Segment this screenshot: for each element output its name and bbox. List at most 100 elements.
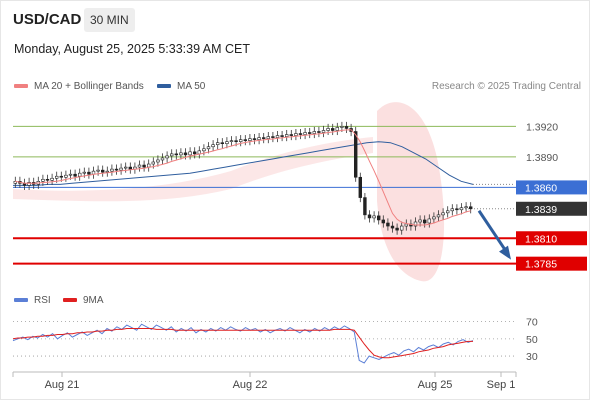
bollinger-band-area [13,137,373,202]
datetime-label: Monday, August 25, 2025 5:33:39 AM CET [14,42,251,56]
candle [381,219,385,224]
candle [179,152,183,156]
legend-ma20: MA 20 + Bollinger Bands [14,81,144,92]
candle [422,219,427,224]
candle [307,132,312,134]
candle [124,166,128,169]
ma50-line [13,141,474,186]
level-label-box [516,256,587,271]
level-label-box [516,201,587,216]
candle [261,137,266,139]
copyright-text: Research © 2025 Trading Central [431,81,581,92]
candle [298,133,303,135]
candle [459,207,464,211]
candle [376,215,381,221]
candle [386,222,390,227]
level-label: 1.3890 [526,152,558,164]
candle [68,173,73,176]
candle [151,161,155,165]
rsi-tick-label: 50 [526,334,538,346]
rsi-line [12,323,474,364]
candle [137,164,142,168]
candle [165,155,169,159]
candle [114,168,119,171]
level-label-box [516,231,587,246]
candle [257,137,261,140]
candle [344,126,349,129]
candle [367,214,372,219]
candle [404,223,408,227]
level-label-box [516,180,587,195]
candle [303,132,307,135]
projection-arrow [477,209,509,254]
level-label: 1.3785 [525,259,557,271]
candle [183,152,188,156]
candle [174,153,178,156]
x-tick-label: Aug 21 [45,379,80,391]
candle [275,135,280,138]
candle [363,197,367,216]
timeframe-badge[interactable]: 30 MIN [84,8,135,32]
candle [45,178,50,181]
candle [252,138,257,140]
candle [243,139,247,141]
symbol-title: USD/CAD [13,11,82,28]
candle [119,167,123,171]
candle [82,171,87,174]
candle [312,131,316,134]
level-label: 1.3920 [526,121,558,133]
candle [220,142,224,145]
candle [64,174,68,178]
candle [330,128,335,131]
candle [105,170,110,173]
candle [234,140,238,142]
x-tick-label: Aug 22 [233,379,268,391]
candle [455,208,459,211]
candle [464,206,468,209]
candle [271,136,275,138]
candle [358,176,362,198]
candle [128,166,133,170]
legend-ma50: MA 50 [157,81,205,92]
candle [216,142,220,146]
candle [27,182,31,186]
projection-arrowhead [499,245,511,260]
candle [445,210,450,214]
candle [390,225,395,229]
candle [427,218,431,224]
candle [441,212,445,216]
candle [156,159,160,163]
candle [413,221,418,227]
legend-ma20-label: MA 20 + Bollinger Bands [34,81,144,92]
candle [147,163,151,168]
candle [418,219,422,223]
candle [91,170,96,175]
candle [239,139,243,142]
ma20-line [15,129,471,226]
rsi-swatch [14,298,28,303]
legend-9ma: 9MA [63,295,104,306]
9ma-swatch [63,298,77,303]
candle [96,169,100,172]
rsi-tick-label: 70 [526,317,538,329]
bollinger-band-area [377,102,445,282]
candle [73,173,77,177]
x-tick-label: Sep 1 [487,379,516,391]
candle [326,128,330,131]
candle [468,206,473,210]
candle [229,140,234,142]
candle [170,153,174,157]
candle [78,172,82,177]
candle [436,214,441,218]
candle [211,144,215,148]
candle [340,126,344,128]
candle [395,227,399,231]
level-label: 1.3839 [525,204,557,216]
level-label: 1.3810 [525,233,557,245]
candle [225,141,229,145]
candle [110,168,114,172]
legend-9ma-label: 9MA [83,295,104,306]
candle [317,131,321,133]
